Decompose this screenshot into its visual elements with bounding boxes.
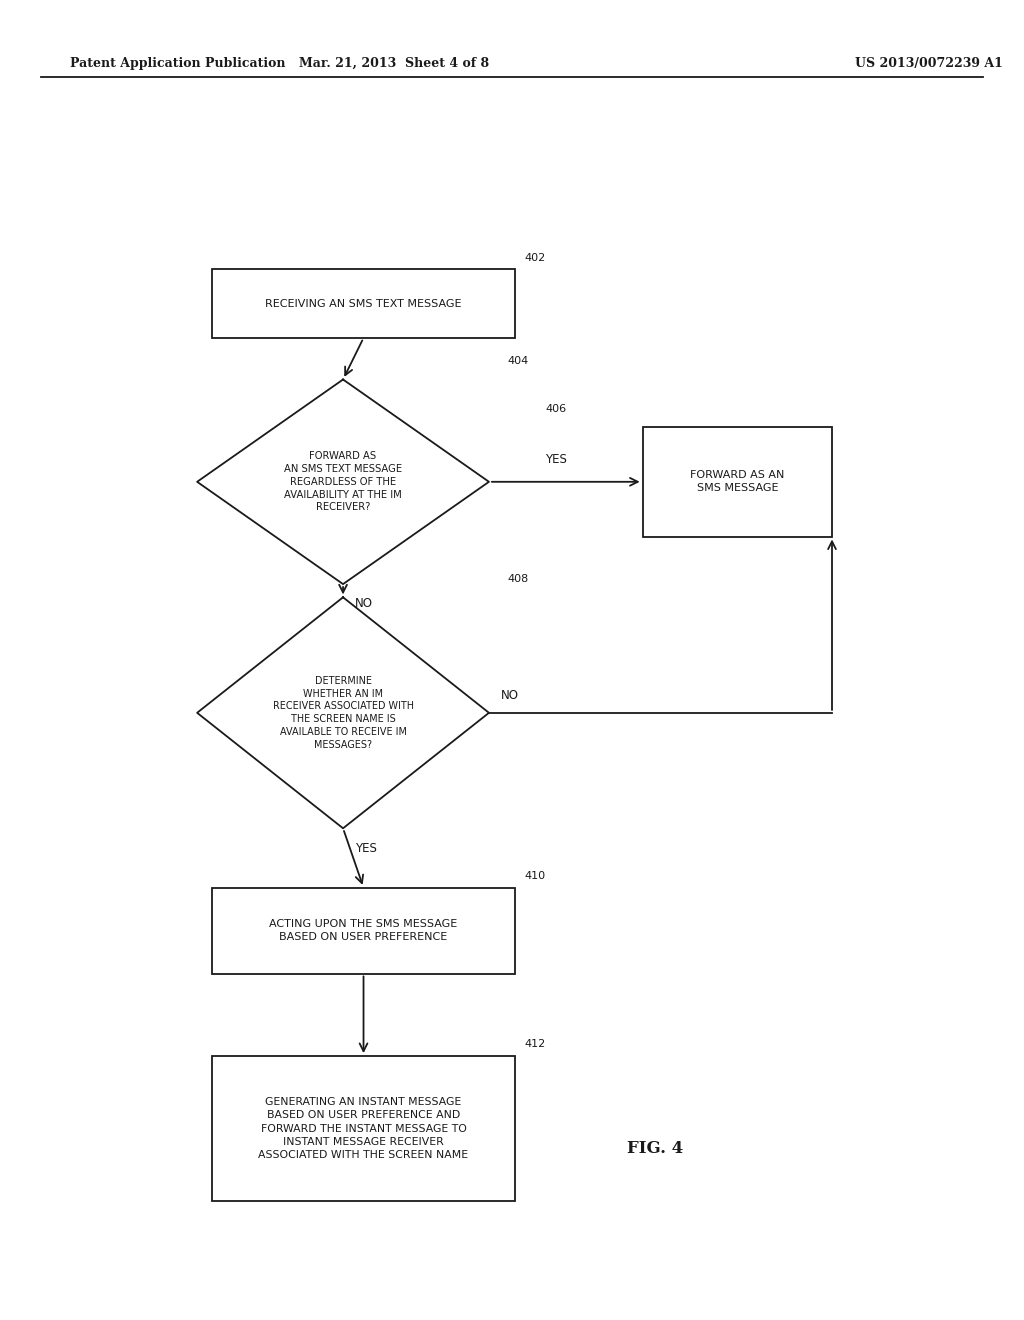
Text: 408: 408: [508, 574, 528, 583]
Bar: [213, 888, 514, 974]
Polygon shape: [198, 380, 489, 583]
Text: RECEIVING AN SMS TEXT MESSAGE: RECEIVING AN SMS TEXT MESSAGE: [265, 298, 462, 309]
Text: FORWARD AS AN
SMS MESSAGE: FORWARD AS AN SMS MESSAGE: [690, 470, 784, 494]
Text: FIG. 4: FIG. 4: [628, 1140, 683, 1156]
Text: GENERATING AN INSTANT MESSAGE
BASED ON USER PREFERENCE AND
FORWARD THE INSTANT M: GENERATING AN INSTANT MESSAGE BASED ON U…: [258, 1097, 469, 1160]
Polygon shape: [198, 597, 489, 829]
Text: YES: YES: [545, 453, 566, 466]
Text: 402: 402: [524, 252, 546, 263]
Text: US 2013/0072239 A1: US 2013/0072239 A1: [855, 57, 1002, 70]
Bar: [213, 269, 514, 338]
Text: 404: 404: [508, 356, 528, 366]
Text: Mar. 21, 2013  Sheet 4 of 8: Mar. 21, 2013 Sheet 4 of 8: [299, 57, 489, 70]
Text: 410: 410: [524, 871, 546, 882]
Text: DETERMINE
WHETHER AN IM
RECEIVER ASSOCIATED WITH
THE SCREEN NAME IS
AVAILABLE TO: DETERMINE WHETHER AN IM RECEIVER ASSOCIA…: [272, 676, 414, 750]
Text: NO: NO: [502, 689, 519, 702]
Text: ACTING UPON THE SMS MESSAGE
BASED ON USER PREFERENCE: ACTING UPON THE SMS MESSAGE BASED ON USE…: [269, 919, 458, 942]
Text: 412: 412: [524, 1039, 546, 1049]
Text: Patent Application Publication: Patent Application Publication: [70, 57, 285, 70]
Bar: [643, 428, 831, 536]
Bar: [213, 1056, 514, 1201]
Text: YES: YES: [355, 842, 377, 854]
Text: FORWARD AS
AN SMS TEXT MESSAGE
REGARDLESS OF THE
AVAILABILITY AT THE IM
RECEIVER: FORWARD AS AN SMS TEXT MESSAGE REGARDLES…: [284, 451, 402, 512]
Text: NO: NO: [355, 597, 374, 610]
Text: 406: 406: [545, 404, 566, 414]
